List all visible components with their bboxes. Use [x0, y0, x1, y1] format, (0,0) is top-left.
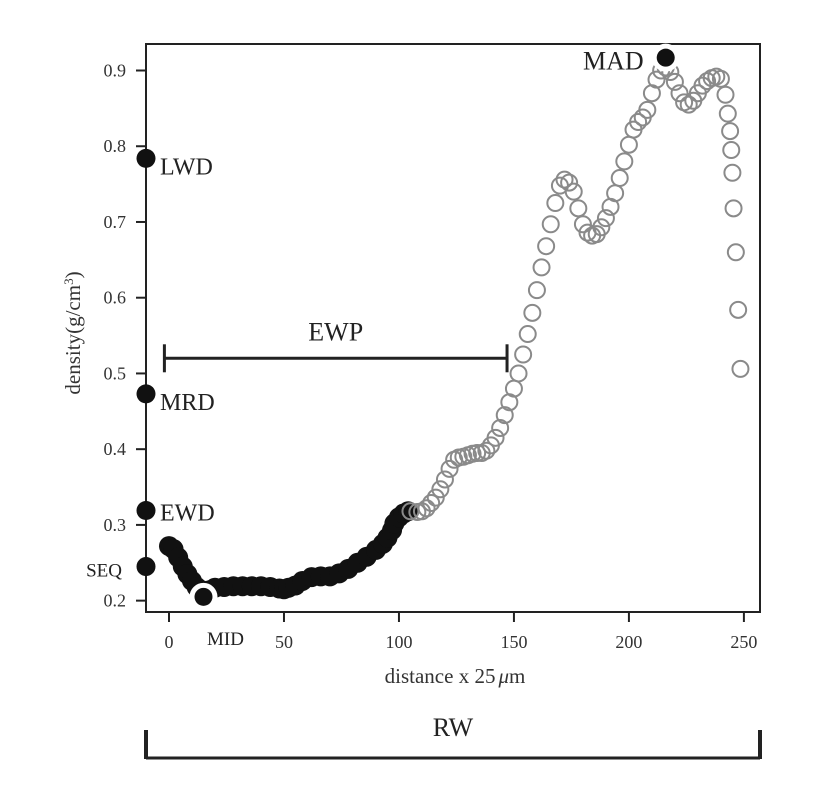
data-point-open	[718, 104, 737, 123]
marker-mad-point	[656, 48, 675, 67]
data-point-open	[638, 100, 657, 119]
y-tick-label: 0.4	[104, 439, 127, 459]
data-point-open	[422, 493, 441, 512]
data-point-open	[721, 122, 740, 141]
data-point-open	[541, 215, 560, 234]
data-point-open	[495, 406, 514, 425]
data-point-open	[527, 281, 546, 300]
marker-ewd-point	[136, 501, 156, 521]
data-point-open	[477, 441, 496, 460]
marker-mad-label: MAD	[583, 47, 644, 76]
data-point-open	[569, 199, 588, 218]
data-point-open	[555, 170, 574, 189]
annotation-markers: LWD MRD EWD SEQ MID MAD	[86, 43, 680, 650]
marker-mrd-label: MRD	[160, 390, 215, 416]
y-tick-label: 0.6	[104, 288, 127, 308]
data-point-open	[629, 113, 648, 132]
marker-mid-label: MID	[207, 629, 244, 650]
marker-seq-point	[136, 557, 156, 577]
x-axis: 0 50 100 150 200 250	[164, 612, 757, 652]
data-point-open	[723, 163, 742, 182]
data-point-open	[665, 72, 684, 91]
data-point-open	[647, 70, 666, 89]
data-point-open	[514, 345, 533, 364]
data-point-open	[560, 173, 579, 192]
marker-ewd-label: EWD	[160, 501, 215, 527]
data-point-open	[670, 84, 689, 103]
ewp-bracket: EWP	[162, 317, 509, 373]
marker-lwd-point	[136, 148, 156, 168]
y-axis-label: density(g/cm3)	[61, 271, 86, 394]
rw-bracket: RW	[144, 713, 762, 760]
marker-mrd-point	[136, 384, 156, 404]
y-tick-label: 0.5	[104, 363, 127, 383]
data-point-open	[417, 499, 436, 518]
data-point-open	[592, 218, 611, 237]
data-point-open	[440, 459, 459, 478]
data-point-open	[724, 199, 743, 218]
data-point-open	[491, 418, 510, 437]
y-tick-label: 0.3	[104, 515, 127, 535]
data-point-open	[731, 359, 750, 378]
x-tick-label: 150	[500, 632, 527, 652]
y-tick-label: 0.8	[104, 136, 127, 156]
data-point-open	[504, 379, 523, 398]
data-point-open	[596, 209, 615, 228]
y-axis: 0.2 0.3 0.4 0.5 0.6 0.7 0.8 0.9	[104, 61, 146, 611]
data-point-open	[509, 364, 528, 383]
data-point-open	[523, 303, 542, 322]
data-point-open	[431, 480, 450, 499]
marker-seq-label: SEQ	[86, 561, 122, 582]
marker-mid-point	[194, 587, 213, 606]
data-point-open	[537, 237, 556, 256]
data-point-open	[711, 69, 730, 88]
x-tick-label: 250	[730, 632, 757, 652]
data-point-open	[610, 169, 629, 188]
data-point-open	[546, 194, 565, 213]
marker-lwd-label: LWD	[160, 154, 213, 180]
ewp-label: EWP	[308, 317, 363, 346]
data-point-open	[726, 243, 745, 262]
data-point-open	[722, 141, 741, 160]
data-point-open	[468, 443, 487, 462]
data-point-open	[532, 258, 551, 277]
x-tick-label: 0	[164, 632, 173, 652]
data-point-open	[435, 470, 454, 489]
data-point-open	[698, 72, 717, 91]
y-tick-label: 0.9	[104, 61, 127, 81]
data-point-open	[486, 428, 505, 447]
data-point-open	[606, 184, 625, 203]
data-point-open	[729, 300, 748, 319]
data-point-open	[518, 325, 537, 344]
x-tick-label: 50	[275, 632, 293, 652]
plot-frame	[145, 43, 761, 613]
data-point-open	[679, 95, 698, 114]
x-tick-label: 100	[385, 632, 412, 652]
rw-label: RW	[433, 713, 474, 742]
y-tick-label: 0.2	[104, 591, 127, 611]
data-point-open	[716, 85, 735, 104]
data-point-open	[564, 182, 583, 201]
x-tick-label: 200	[615, 632, 642, 652]
data-point-open	[615, 152, 634, 171]
x-axis-label: distance x 25 μm	[385, 664, 526, 688]
data-points	[158, 58, 750, 601]
data-point-open	[619, 135, 638, 154]
y-tick-label: 0.7	[104, 212, 127, 232]
